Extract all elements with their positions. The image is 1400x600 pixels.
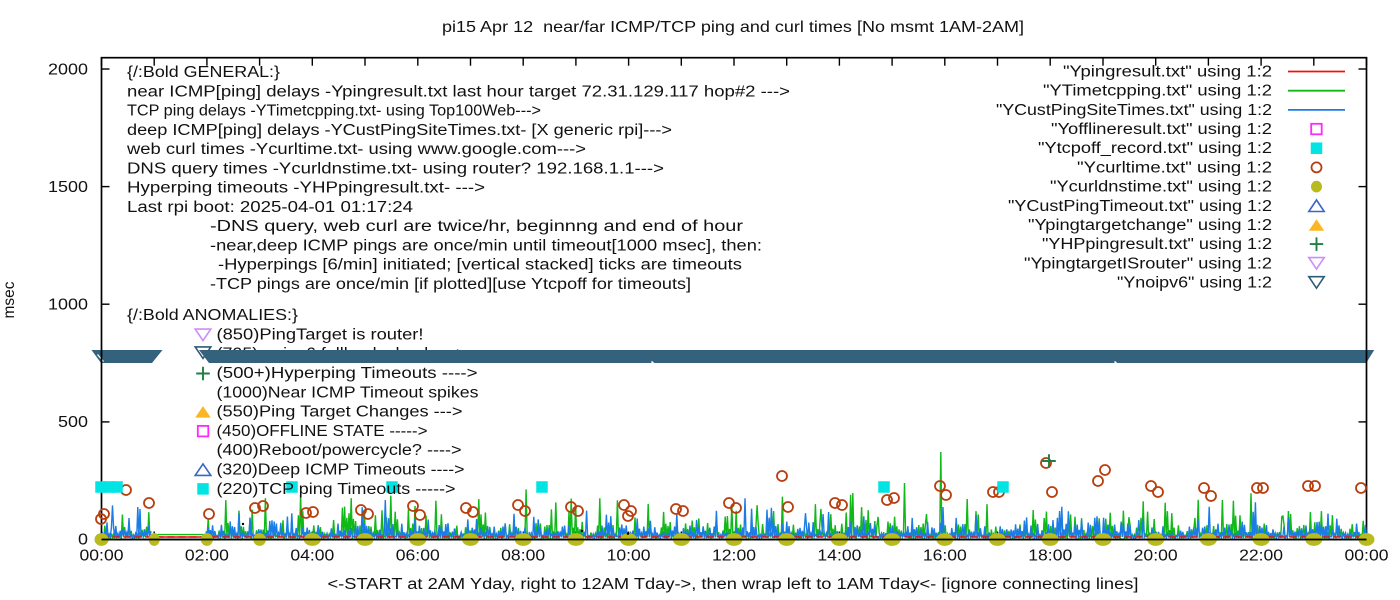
svg-text:-Hyperpings [6/min] initiated;: -Hyperpings [6/min] initiated; [vertical… <box>218 257 742 274</box>
svg-text:(220)TCP ping Timeouts ----->: (220)TCP ping Timeouts -----> <box>217 481 456 498</box>
svg-text:{/:Bold GENERAL:}: {/:Bold GENERAL:} <box>127 64 280 81</box>
svg-text:08:00: 08:00 <box>501 548 545 565</box>
svg-text:-near,deep ICMP pings are once: -near,deep ICMP pings are once/min until… <box>210 237 762 254</box>
svg-text:18:00: 18:00 <box>1028 548 1072 565</box>
svg-text:(320)Deep ICMP Timeouts ---->: (320)Deep ICMP Timeouts ----> <box>217 462 465 479</box>
svg-text:00:00: 00:00 <box>80 548 124 565</box>
svg-text:pi15 Apr 12 near/far ICMP/TCP: pi15 Apr 12 near/far ICMP/TCP ping and c… <box>442 19 1024 36</box>
svg-text:(550)Ping Target Changes --->: (550)Ping Target Changes ---> <box>217 404 463 421</box>
svg-text:msec: msec <box>1 281 18 318</box>
svg-text:-DNS query, web curl are twice: -DNS query, web curl are twice/hr, begin… <box>210 218 743 235</box>
svg-text:06:00: 06:00 <box>396 548 440 565</box>
svg-text:(500+)Hyperping Timeouts ---->: (500+)Hyperping Timeouts ----> <box>217 365 478 382</box>
svg-text:(400)Reboot/powercycle? ---->: (400)Reboot/powercycle? ----> <box>217 442 462 459</box>
svg-text:deep ICMP[ping] delays -YCustP: deep ICMP[ping] delays -YCustPingSiteTim… <box>127 122 672 139</box>
svg-text:1000: 1000 <box>48 297 88 314</box>
svg-text:"YHPpingresult.txt" using 1:2: "YHPpingresult.txt" using 1:2 <box>1042 236 1272 253</box>
svg-text:"YCustPingSiteTimes.txt" using: "YCustPingSiteTimes.txt" using 1:2 <box>996 102 1272 119</box>
svg-text:TCP ping delays -YTimetcpping.: TCP ping delays -YTimetcpping.txt- using… <box>127 103 541 120</box>
svg-text:"Ycurltime.txt" using 1:2: "Ycurltime.txt" using 1:2 <box>1077 159 1272 176</box>
svg-text:1500: 1500 <box>48 179 88 196</box>
svg-text:<-START at 2AM Yday, right to: <-START at 2AM Yday, right to 12AM Tday-… <box>328 576 1139 593</box>
svg-text:"Ypingtargetchange" using 1:2: "Ypingtargetchange" using 1:2 <box>1028 217 1272 234</box>
svg-text:-TCP pings are once/min [if pl: -TCP pings are once/min [if plotted][use… <box>210 276 691 293</box>
svg-text:(850)PingTarget is router!: (850)PingTarget is router! <box>217 326 424 343</box>
svg-text:web curl times -Ycurltime.txt-: web curl times -Ycurltime.txt- using www… <box>126 141 586 158</box>
svg-text:0: 0 <box>78 532 88 549</box>
svg-text:"YpingtargetISrouter" using 1:: "YpingtargetISrouter" using 1:2 <box>1024 255 1272 272</box>
svg-text:{/:Bold ANOMALIES:}: {/:Bold ANOMALIES:} <box>127 307 298 324</box>
svg-text:"Ytcpoff_record.txt" using 1:2: "Ytcpoff_record.txt" using 1:2 <box>1038 140 1272 157</box>
svg-text:"YTimetcpping.txt" using 1:2: "YTimetcpping.txt" using 1:2 <box>1043 83 1272 100</box>
svg-text:DNS query times -Ycurldnstime.: DNS query times -Ycurldnstime.txt- using… <box>127 160 664 177</box>
svg-text:(1000)Near ICMP Timeout spikes: (1000)Near ICMP Timeout spikes <box>217 384 479 401</box>
svg-text:22:00: 22:00 <box>1239 548 1283 565</box>
svg-text:04:00: 04:00 <box>290 548 334 565</box>
svg-text:16:00: 16:00 <box>923 548 967 565</box>
svg-text:2000: 2000 <box>48 62 88 79</box>
svg-text:"Ypingresult.txt" using 1:2: "Ypingresult.txt" using 1:2 <box>1063 64 1272 81</box>
svg-text:"Ycurldnstime.txt" using 1:2: "Ycurldnstime.txt" using 1:2 <box>1050 179 1272 196</box>
svg-text:"Yofflineresult.txt" using 1:2: "Yofflineresult.txt" using 1:2 <box>1051 121 1272 138</box>
svg-text:near ICMP[ping] delays -Ypingr: near ICMP[ping] delays -Ypingresult.txt … <box>127 83 790 100</box>
svg-text:10:00: 10:00 <box>607 548 651 565</box>
svg-text:00:00: 00:00 <box>1345 548 1389 565</box>
svg-text:12:00: 12:00 <box>712 548 756 565</box>
svg-text:"YCustPingTimeout.txt" using 1: "YCustPingTimeout.txt" using 1:2 <box>1008 198 1272 215</box>
svg-text:14:00: 14:00 <box>817 548 861 565</box>
svg-text:20:00: 20:00 <box>1134 548 1178 565</box>
svg-text:02:00: 02:00 <box>185 548 229 565</box>
svg-text:(450)OFFLINE STATE ----->: (450)OFFLINE STATE -----> <box>217 423 428 440</box>
svg-text:Last rpi boot: 2025-04-01 01:1: Last rpi boot: 2025-04-01 01:17:24 <box>127 199 413 216</box>
svg-text:500: 500 <box>58 414 88 431</box>
svg-text:"Ynoipv6" using 1:2: "Ynoipv6" using 1:2 <box>1117 274 1272 291</box>
svg-text:Hyperping timeouts -YHPpingres: Hyperping timeouts -YHPpingresult.txt- -… <box>127 180 485 197</box>
